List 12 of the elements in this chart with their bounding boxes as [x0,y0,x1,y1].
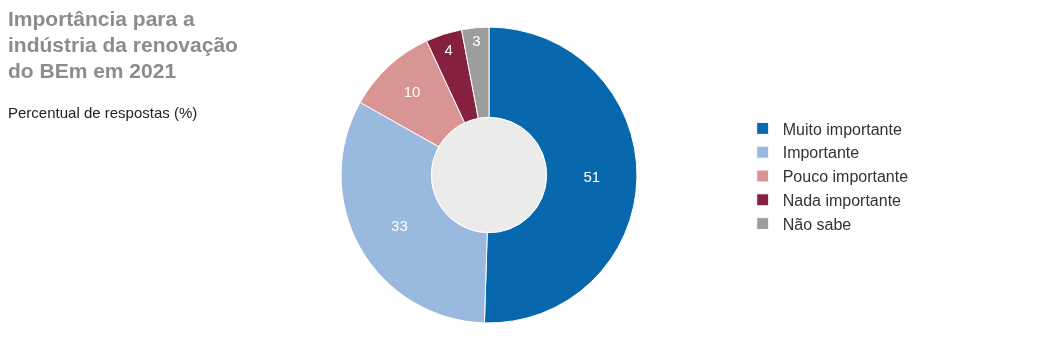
legend-label: Muito importante [782,120,902,138]
data-label: 3 [472,31,481,49]
data-label: 33 [391,217,408,235]
data-label: 10 [403,83,421,101]
data-label: 51 [583,168,601,186]
legend-label: Importante [782,144,860,162]
legend-label: Pouco importante [782,168,909,186]
text: Importância para a indústria da renovação do BEm em 2021 [8,6,239,84]
data-label: 4 [444,41,453,59]
legend-label: Não sabe [782,215,852,233]
legend-label: Nada importante [782,192,902,210]
text: Percentual de respostas (%) [8,104,198,121]
